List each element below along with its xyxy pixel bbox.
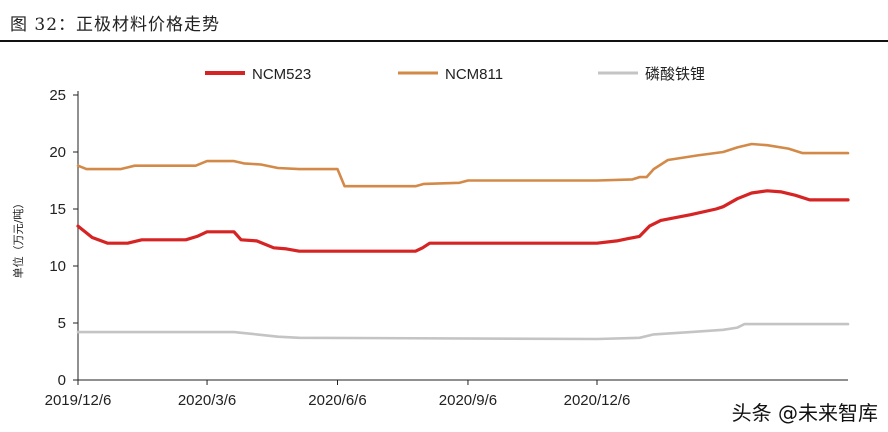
x-tick-label: 2020/3/6 [178,392,236,409]
y-tick-label: 15 [49,201,66,218]
y-tick-label: 5 [58,315,66,332]
y-tick-label: 10 [49,258,66,275]
y-axis: 0 5 10 15 20 25 [49,87,79,389]
x-tick-label: 2020/6/6 [308,392,366,409]
y-tick-label: 25 [49,87,66,104]
series-layer [76,142,850,341]
x-tick-label: 2019/12/6 [45,392,112,409]
y-axis-label: 单位（万元/吨） [11,198,25,279]
x-tick-label: 2020/12/6 [564,392,631,409]
chart-legend: NCM523 NCM811 磷酸铁锂 [205,66,705,83]
figure-title: 图 32：正极材料价格走势 [10,15,221,35]
y-tick-label: 20 [49,144,66,161]
x-axis: 2019/12/6 2020/3/6 2020/6/6 2020/9/6 2020/12… [45,379,848,409]
legend-label: 磷酸铁锂 [645,66,705,83]
watermark-text: 头条 @未来智库 [731,401,878,425]
x-tick-label: 2020/9/6 [439,392,497,409]
legend-label: NCM523 [252,66,311,83]
series-line-NCM811 [76,142,850,188]
series-line-磷酸铁锂 [76,322,850,341]
title-rule [0,40,888,42]
series-line-NCM523 [76,189,850,253]
y-tick-label: 0 [58,372,66,389]
legend-label: NCM811 [445,66,503,83]
